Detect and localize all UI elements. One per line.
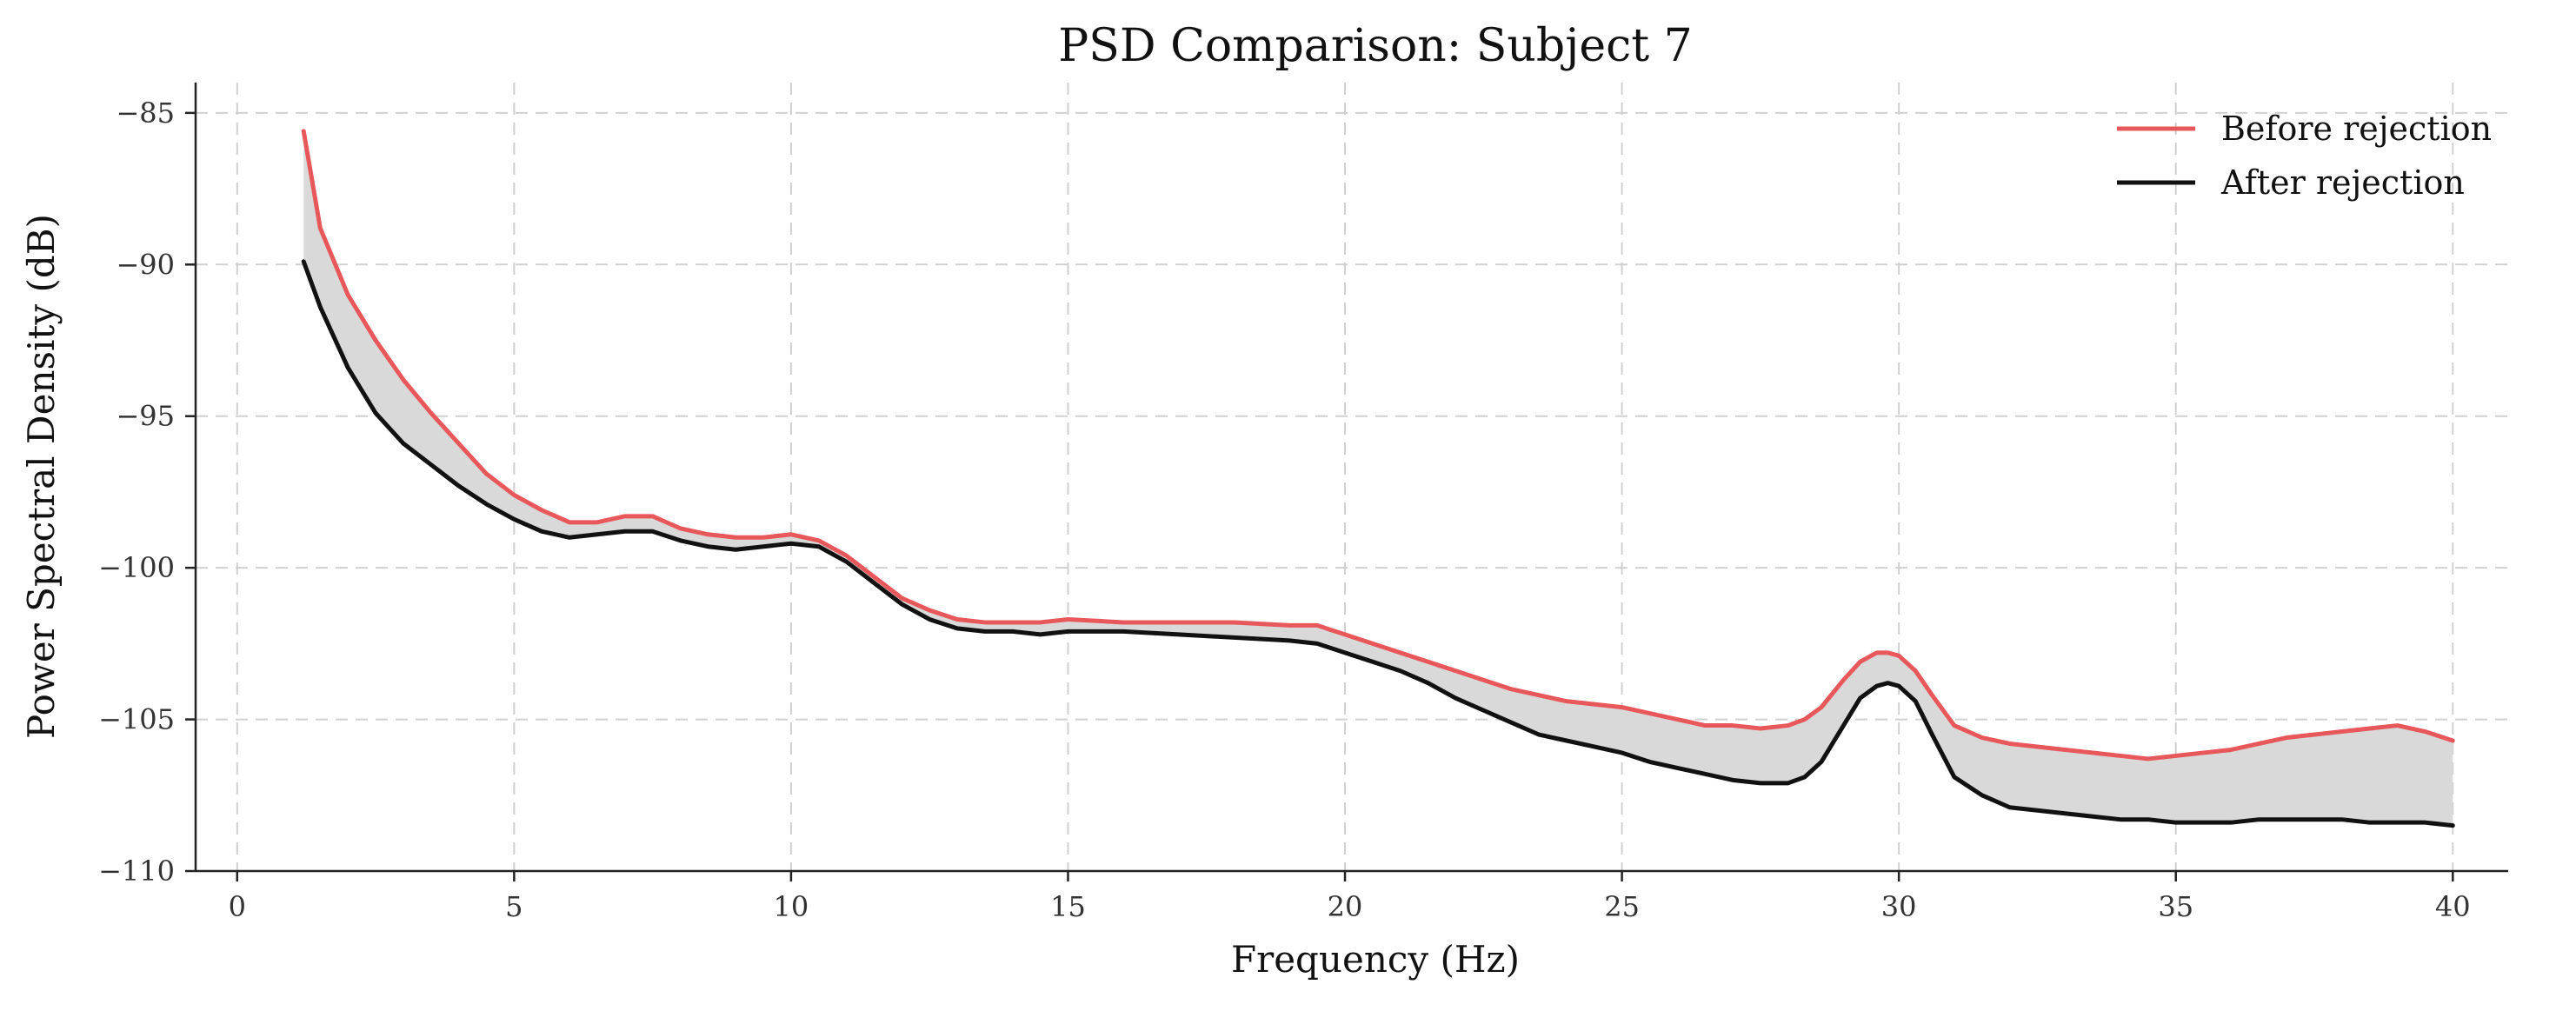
chart-title: PSD Comparison: Subject 7	[1058, 20, 1692, 72]
series-layer	[301, 129, 2455, 828]
x-tick-label-3: 15	[1050, 890, 1086, 923]
x-axis-label: Frequency (Hz)	[1231, 938, 1520, 981]
legend: Before rejection After rejection	[2117, 110, 2492, 202]
x-tick-label-5: 25	[1604, 890, 1640, 923]
fill-between-area	[303, 130, 2453, 826]
x-tick-label-6: 30	[1881, 890, 1917, 923]
y-axis-label: Power Spectral Density (dB)	[20, 214, 63, 739]
x-tick-label-2: 10	[774, 890, 809, 923]
series-line-before-rejection	[301, 129, 2455, 762]
fill-layer	[303, 130, 2453, 826]
legend-label-after-rejection: After rejection	[2220, 163, 2465, 202]
x-tick-label-0: 0	[229, 890, 246, 923]
x-tick-label-1: 5	[505, 890, 523, 923]
x-tick-label-8: 40	[2435, 890, 2471, 923]
legend-label-before-rejection: Before rejection	[2221, 110, 2492, 148]
y-tick-label-2: −95	[116, 400, 175, 433]
grid-layer	[196, 83, 2508, 871]
series-line-after-rejection	[301, 259, 2455, 828]
y-tick-label-0: −85	[116, 96, 175, 130]
y-tick-label-5: −110	[98, 855, 175, 888]
y-tick-label-1: −90	[116, 248, 175, 281]
y-tick-label-3: −100	[98, 551, 175, 584]
y-tick-label-4: −105	[98, 703, 175, 736]
x-tick-label-4: 20	[1328, 890, 1363, 923]
axes-layer: 0 5 10 15 20 25 30 35 40 −85 −90 −95 −100 −105 −110	[98, 83, 2508, 923]
x-tick-label-7: 35	[2158, 890, 2193, 923]
